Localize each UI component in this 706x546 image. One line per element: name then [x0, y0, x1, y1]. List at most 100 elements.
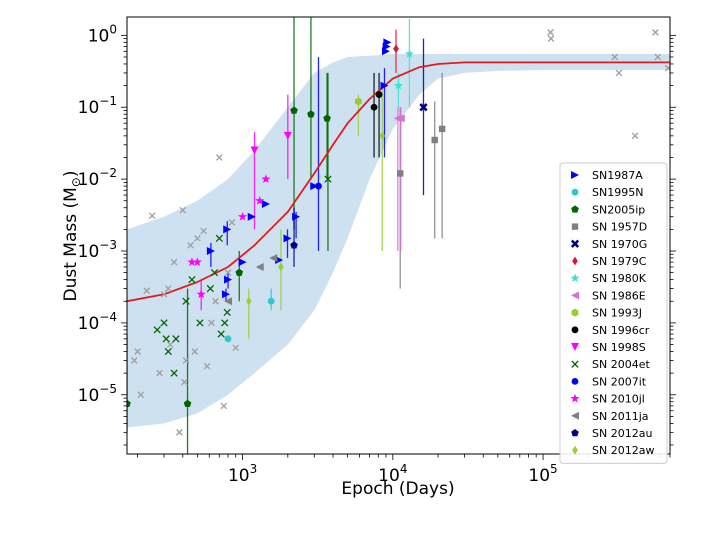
- legend-label-sn-1998s: SN 1998S: [592, 341, 646, 354]
- legend-entry-sn-1980k: SN 1980K: [570, 272, 647, 285]
- point-sn-2012aw: [246, 296, 252, 306]
- point-sn2005ip: [127, 399, 131, 407]
- point-sn-2004et: [172, 335, 180, 343]
- error-bars-layer: [127, 17, 443, 454]
- background-point: [547, 35, 555, 42]
- background-point: [611, 53, 619, 61]
- legend-entry-sn-1979c: SN 1979C: [572, 255, 647, 268]
- legend-label-sn-2004et: SN 2004et: [592, 358, 650, 371]
- legend-entry-sn-2007it: SN 2007it: [571, 375, 647, 388]
- legend-marker-sn-1979c: [572, 256, 578, 266]
- y-tick-label: 10−5: [78, 382, 117, 406]
- point-sn-2004et: [206, 284, 215, 293]
- y-tick-base: 10: [78, 98, 100, 118]
- point-sn-1998s: [250, 146, 259, 155]
- background-point: [191, 348, 199, 355]
- point-sn-1996cr: [370, 103, 378, 111]
- background-point: [208, 319, 215, 327]
- background-point: [215, 154, 223, 161]
- legend-entry-sn-1993j: SN 1993J: [571, 307, 642, 320]
- background-point: [187, 241, 194, 249]
- y-axis-label-suffix: ): [61, 171, 81, 178]
- plot-frame: [126, 16, 671, 455]
- x-tick-base: 10: [228, 466, 250, 486]
- legend-marker-sn1995n: [571, 188, 579, 196]
- background-point: [130, 357, 138, 364]
- legend-marker-sn-2012aw: [572, 445, 578, 455]
- legend-label-sn-1957d: SN 1957D: [592, 221, 647, 234]
- background-point: [652, 29, 659, 36]
- x-tick-label: 105: [528, 462, 557, 486]
- point-sn-2004et: [196, 319, 204, 327]
- y-tick-exponent: −2: [99, 166, 117, 180]
- uncertainty-band: [127, 54, 670, 428]
- point-sn-1993j: [354, 97, 362, 106]
- background-point: [179, 206, 187, 214]
- point-sn-2004et: [153, 326, 161, 334]
- legend-marker-sn-2004et: [571, 360, 579, 368]
- point-sn-2011ja: [255, 262, 264, 271]
- legend-marker-sn-1957d: [571, 223, 579, 230]
- y-tick-base: 10: [88, 26, 110, 46]
- point-sn1987a: [261, 200, 270, 209]
- legend-entry-sn2005ip: SN2005ip: [571, 203, 645, 216]
- legend-marker-sn-2010jl: [570, 393, 580, 403]
- data-points-layer: [127, 29, 670, 436]
- y-tick-label: 10−4: [78, 310, 117, 334]
- x-tick-base: 10: [378, 466, 400, 486]
- y-tick-exponent: −5: [99, 382, 117, 396]
- legend-entry-sn-1996cr: SN 1996cr: [571, 324, 650, 337]
- point-sn1987a: [221, 290, 230, 299]
- background-point: [160, 290, 168, 298]
- point-sn-2004et: [221, 319, 229, 327]
- background-point: [615, 69, 623, 77]
- point-sn-1980k: [393, 80, 404, 90]
- legend-entry-sn-1970g: SN 1970G: [570, 238, 647, 251]
- x-tick-exponent: 3: [250, 462, 258, 476]
- point-sn-1986e: [396, 114, 405, 123]
- point-sn1987a: [292, 212, 301, 221]
- background-point: [134, 348, 141, 355]
- legend-marker-sn-1970g: [570, 239, 580, 248]
- point-sn-2004et: [162, 335, 170, 343]
- point-sn1987a: [383, 38, 392, 47]
- background-point: [547, 29, 554, 36]
- point-sn-2011ja: [224, 297, 233, 306]
- point-sn1987a: [206, 247, 215, 256]
- point-sn-2004et: [217, 330, 225, 338]
- background-point: [228, 219, 236, 226]
- legend-label-sn1995n: SN1995N: [592, 186, 643, 199]
- y-tick-exponent: −1: [99, 94, 117, 108]
- point-sn-2012aw: [278, 262, 284, 272]
- point-sn-2004et: [182, 297, 190, 305]
- legend-entry-sn-2012aw: SN 2012aw: [572, 444, 654, 457]
- background-point: [654, 53, 662, 61]
- y-axis-label-subscript: ⊙: [69, 177, 83, 187]
- point-sn-2004et: [188, 275, 196, 284]
- y-axis-label: Dust Mass (M⊙): [61, 171, 83, 302]
- x-tick-label: 103: [228, 462, 257, 486]
- y-tick-base: 10: [78, 314, 100, 334]
- fit-curve-layer: [127, 61, 670, 303]
- point-sn-2010jl: [255, 195, 265, 205]
- point-sn-2004et: [324, 175, 332, 183]
- background-point: [176, 429, 183, 436]
- fit-curve: [127, 61, 670, 303]
- background-point: [164, 285, 172, 292]
- background-point: [220, 402, 228, 410]
- background-point: [166, 341, 174, 348]
- point-sn1987a: [283, 234, 292, 243]
- point-sn1987a: [223, 225, 232, 234]
- legend-label-sn-2010jl: SN 2010jl: [592, 393, 645, 406]
- legend-label-sn-1996cr: SN 1996cr: [592, 324, 650, 337]
- y-tick-base: 10: [78, 170, 100, 190]
- x-tick-exponent: 4: [400, 462, 408, 476]
- point-sn2005ip: [183, 399, 192, 407]
- point-sn-1996cr: [375, 91, 383, 98]
- background-point: [232, 344, 240, 352]
- legend-marker-sn-1998s: [571, 343, 579, 351]
- point-sn-2010jl: [238, 211, 248, 221]
- point-sn-1979c: [393, 44, 399, 54]
